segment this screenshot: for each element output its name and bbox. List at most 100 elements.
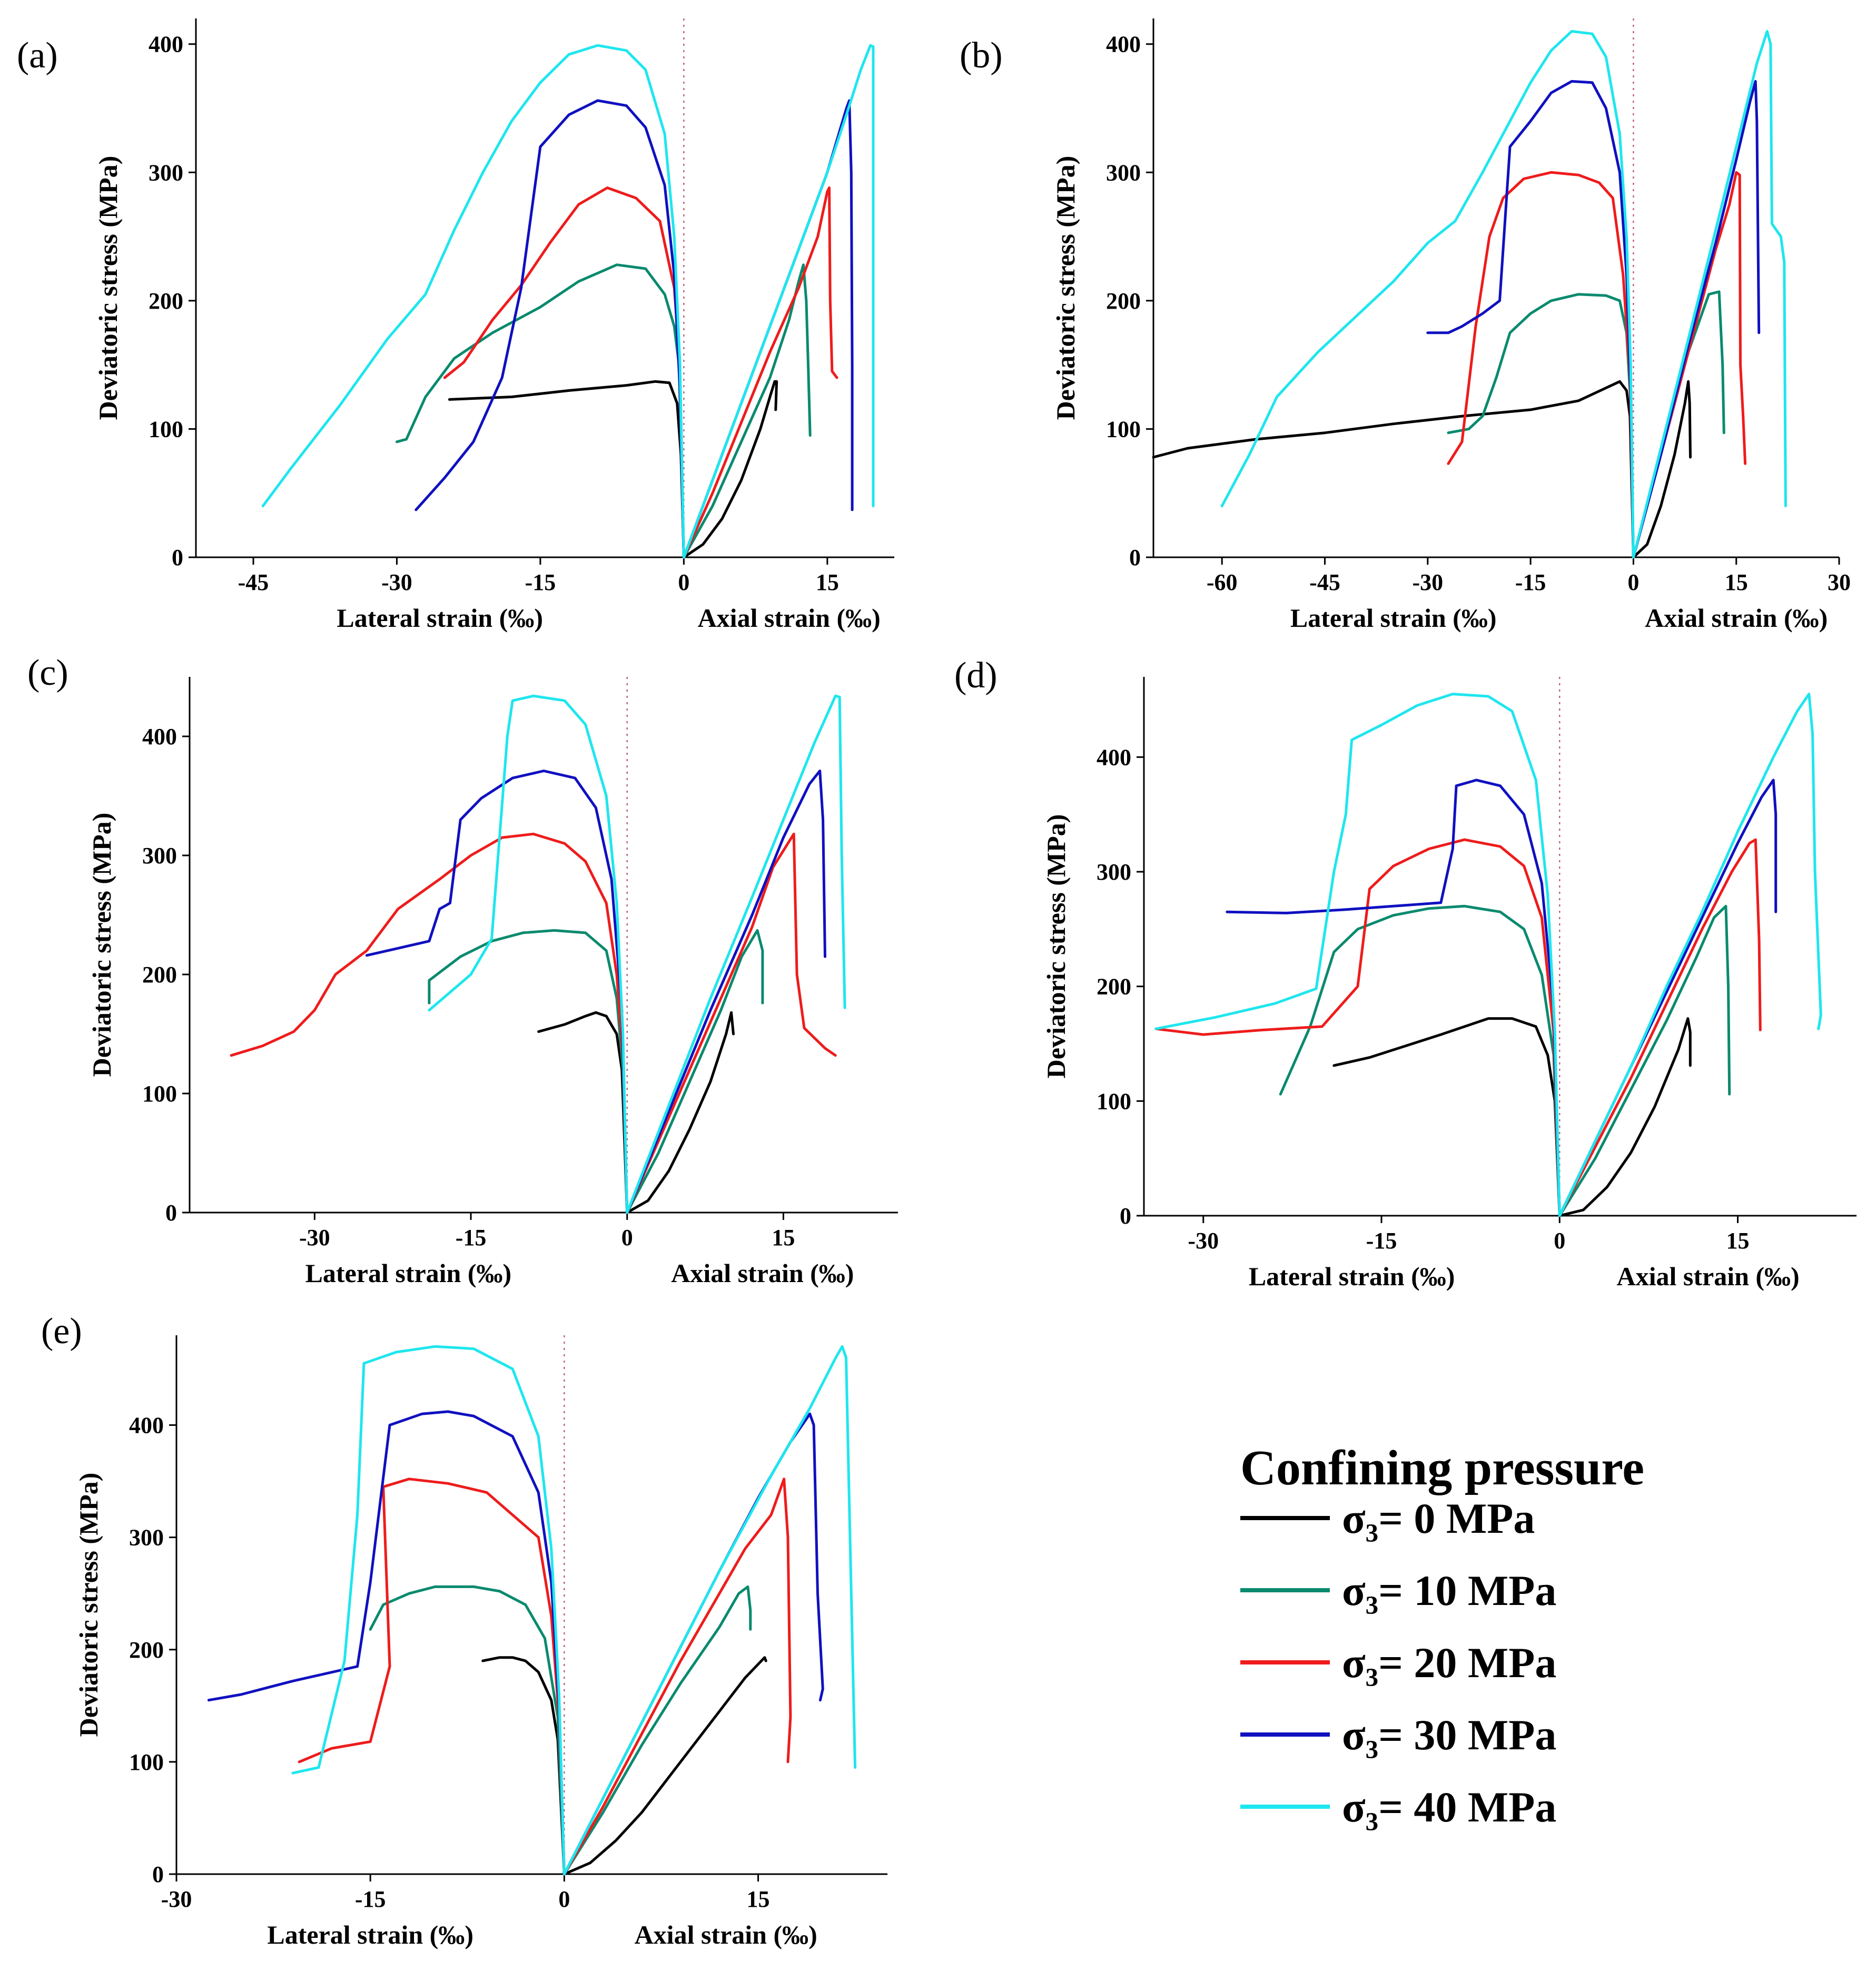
series-lateral-0mpa: [1152, 380, 1635, 559]
y-axis-label: Deviatoric stress (MPa): [93, 156, 123, 420]
x-tick-label: 0: [1627, 569, 1639, 595]
x-tick-label: 0: [678, 569, 689, 595]
x-tick-label: -15: [355, 1886, 386, 1912]
y-tick-label: 200: [149, 288, 183, 314]
y-tick-label: 0: [172, 545, 183, 570]
series-lateral-20mpa: [298, 1477, 566, 1876]
series-lateral-0mpa: [537, 1011, 629, 1214]
series-lateral-20mpa: [1154, 838, 1561, 1217]
lateral-strain-label: Lateral strain (‰): [305, 1258, 512, 1288]
x-tick-label: 15: [747, 1886, 770, 1912]
x-tick-label: -30: [381, 569, 412, 595]
x-tick-label: 15: [772, 1225, 795, 1250]
legend-entry-label: σ₃= 10 MPa: [1342, 1567, 1556, 1614]
series-axial-10mpa: [562, 1585, 752, 1876]
series-axial-40mpa: [562, 1345, 857, 1876]
y-tick-label: 300: [149, 160, 183, 185]
x-tick-label: 0: [558, 1886, 570, 1912]
series-axial-30mpa: [626, 770, 826, 1214]
series-lateral-20mpa: [1447, 171, 1635, 559]
y-axis-label: Deviatoric stress (MPa): [74, 1473, 103, 1737]
series-lateral-40mpa: [1220, 29, 1635, 559]
series-axial-10mpa: [626, 929, 764, 1214]
axial-strain-label: Axial strain (‰): [698, 603, 881, 633]
x-tick-label: -15: [1366, 1228, 1397, 1254]
x-tick-label: 15: [1726, 1228, 1750, 1254]
panel-e: 0 100 200 300 400 -30 -15 0 15 Lateral strain (‰)…: [41, 1311, 887, 1949]
legend-entry-label: σ₃= 40 MPa: [1342, 1783, 1556, 1831]
x-tick-label: -60: [1207, 569, 1238, 595]
legend-entry-label: σ₃= 20 MPa: [1342, 1639, 1556, 1687]
series-axial-0mpa: [1632, 380, 1692, 559]
legend-title: Confining pressure: [1240, 1441, 1644, 1495]
y-tick-label: 100: [129, 1749, 164, 1775]
y-tick-label: 200: [142, 962, 177, 988]
panel-label: (c): [27, 653, 68, 693]
series-lateral-10mpa: [428, 929, 629, 1214]
panel-label: (d): [954, 655, 998, 696]
series-axial-20mpa: [1558, 838, 1762, 1217]
series-axial-10mpa: [1558, 904, 1731, 1217]
y-tick-label: 0: [1129, 545, 1141, 570]
y-tick-label: 400: [149, 32, 183, 57]
series-lateral-30mpa: [1226, 779, 1561, 1217]
series-axial-0mpa: [1558, 1017, 1692, 1217]
y-tick-label: 200: [1106, 288, 1141, 314]
panel-a: 0 100 200 300 400 -45 -30 -15 0 15 Lateral strain …: [17, 18, 894, 633]
x-tick-label: -30: [299, 1225, 330, 1250]
y-tick-label: 400: [1106, 32, 1141, 57]
series-axial-10mpa: [1632, 290, 1725, 559]
series-lateral-30mpa: [1426, 80, 1635, 559]
series-lateral-30mpa: [414, 99, 685, 559]
x-tick-label: 15: [1725, 569, 1748, 595]
x-tick-label: -30: [1188, 1228, 1219, 1254]
series-axial-40mpa: [626, 694, 846, 1214]
panel-label: (a): [17, 35, 58, 76]
series-axial-0mpa: [626, 1011, 735, 1214]
y-tick-label: 100: [142, 1081, 177, 1107]
legend-entry-label: σ₃= 30 MPa: [1342, 1711, 1556, 1759]
series-lateral-40mpa: [261, 44, 685, 559]
series-axial-30mpa: [1632, 80, 1761, 559]
series-lateral-20mpa: [443, 186, 685, 559]
series-lateral-0mpa: [448, 380, 685, 559]
series-axial-20mpa: [626, 832, 837, 1214]
y-tick-label: 100: [1106, 416, 1141, 442]
y-tick-label: 0: [165, 1200, 177, 1226]
legend-entry-label: σ₃= 0 MPa: [1342, 1494, 1535, 1542]
series-lateral-0mpa: [1332, 1017, 1561, 1217]
series-lateral-40mpa: [428, 694, 629, 1214]
y-tick-label: 300: [142, 843, 177, 869]
series-axial-20mpa: [562, 1477, 792, 1876]
series-axial-40mpa: [1632, 29, 1787, 559]
series-lateral-10mpa: [369, 1585, 566, 1876]
y-tick-label: 100: [1097, 1088, 1131, 1114]
panel-d: 0 100 200 300 400 -30 -15 0 15 Lateral strain (‰)…: [954, 655, 1857, 1291]
series-lateral-40mpa: [1154, 693, 1561, 1217]
series-axial-40mpa: [1558, 693, 1822, 1217]
axial-strain-label: Axial strain (‰): [635, 1920, 817, 1949]
x-tick-label: 15: [816, 569, 839, 595]
x-tick-label: -30: [161, 1886, 192, 1912]
lateral-strain-label: Lateral strain (‰): [1249, 1262, 1455, 1291]
y-axis-label: Deviatoric stress (MPa): [1051, 156, 1080, 420]
legend-entries: σ₃= 0 MPa σ₃= 10 MPa σ₃= 20 MPa σ₃= 30 MPa σ…: [1240, 1494, 1556, 1831]
lateral-strain-label: Lateral strain (‰): [267, 1920, 473, 1949]
x-tick-label: -30: [1412, 569, 1443, 595]
panel-c: 0 100 200 300 400 -30 -15 0 15 Lateral strain (‰)…: [27, 653, 898, 1288]
axial-strain-label: Axial strain (‰): [671, 1258, 854, 1288]
y-tick-label: 0: [152, 1861, 164, 1887]
panel-b: 0 100 200 300 400 -60 -45 -30 -15 0 15 30 Lateral st…: [960, 18, 1851, 633]
axial-strain-label: Axial strain (‰): [1617, 1262, 1800, 1291]
x-tick-label: -45: [1309, 569, 1340, 595]
series-lateral-0mpa: [481, 1656, 566, 1876]
y-tick-label: 300: [1106, 160, 1141, 185]
y-axis-label: Deviatoric stress (MPa): [87, 813, 116, 1077]
series-lateral-30mpa: [365, 770, 629, 1214]
series-lateral-20mpa: [230, 832, 629, 1214]
y-tick-label: 400: [129, 1413, 164, 1439]
x-tick-label: 30: [1828, 569, 1851, 595]
